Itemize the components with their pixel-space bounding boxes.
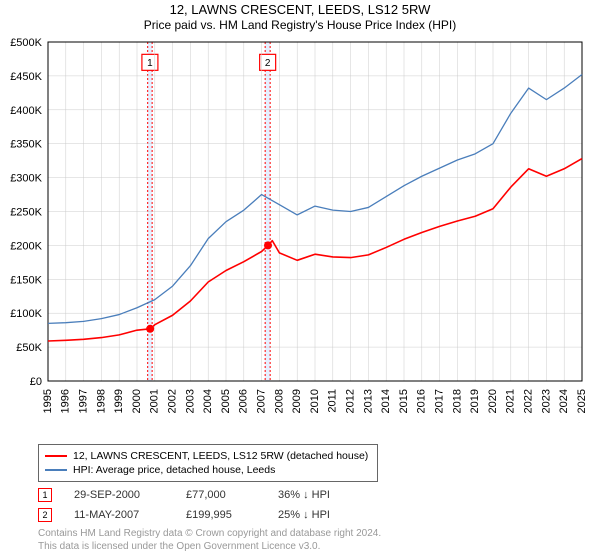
svg-text:1: 1 xyxy=(147,58,153,69)
svg-text:2010: 2010 xyxy=(309,389,321,413)
svg-text:1999: 1999 xyxy=(113,389,125,413)
svg-text:1998: 1998 xyxy=(95,389,107,413)
svg-text:2011: 2011 xyxy=(327,389,339,413)
svg-text:2000: 2000 xyxy=(131,389,143,413)
svg-text:2018: 2018 xyxy=(451,389,463,413)
legend-label: 12, LAWNS CRESCENT, LEEDS, LS12 5RW (det… xyxy=(73,450,368,462)
svg-text:1995: 1995 xyxy=(42,389,54,413)
svg-text:2023: 2023 xyxy=(540,389,552,413)
svg-text:2001: 2001 xyxy=(149,389,161,413)
svg-text:2014: 2014 xyxy=(380,389,392,413)
sale-date: 29-SEP-2000 xyxy=(74,489,164,501)
legend-item: 12, LAWNS CRESCENT, LEEDS, LS12 5RW (det… xyxy=(45,449,371,463)
legend-swatch xyxy=(45,469,67,471)
sale-price: £199,995 xyxy=(186,509,256,521)
svg-text:2022: 2022 xyxy=(523,389,535,413)
svg-text:£0: £0 xyxy=(30,376,42,388)
line-chart: 1 2 £0 £50K £100K £150K £200K £250K £300K £350K £4… xyxy=(0,36,600,441)
credit-text: Contains HM Land Registry data © Crown c… xyxy=(38,528,578,553)
chart-area: 1 2 £0 £50K £100K £150K £200K £250K £300K £350K £4… xyxy=(0,36,600,441)
sale-row: 2 11-MAY-2007 £199,995 25% ↓ HPI xyxy=(38,506,368,524)
sale-date: 11-MAY-2007 xyxy=(74,509,164,521)
svg-text:2: 2 xyxy=(265,58,271,69)
svg-text:2002: 2002 xyxy=(167,389,179,413)
svg-text:£150K: £150K xyxy=(10,274,42,286)
svg-text:2021: 2021 xyxy=(505,389,517,413)
page-subtitle: Price paid vs. HM Land Registry's House … xyxy=(0,17,600,36)
legend-swatch xyxy=(45,455,67,457)
svg-text:2003: 2003 xyxy=(184,389,196,413)
svg-text:2016: 2016 xyxy=(416,389,428,413)
svg-text:£500K: £500K xyxy=(10,37,42,49)
svg-text:£350K: £350K xyxy=(10,139,42,151)
sale-marker: 1 xyxy=(38,488,52,502)
svg-text:2009: 2009 xyxy=(291,389,303,413)
svg-text:2013: 2013 xyxy=(362,389,374,413)
svg-text:2004: 2004 xyxy=(202,389,214,413)
svg-text:2017: 2017 xyxy=(434,389,446,413)
svg-text:£100K: £100K xyxy=(10,308,42,320)
svg-text:2007: 2007 xyxy=(256,389,268,413)
legend: 12, LAWNS CRESCENT, LEEDS, LS12 5RW (det… xyxy=(38,444,378,482)
svg-text:2008: 2008 xyxy=(273,389,285,413)
legend-label: HPI: Average price, detached house, Leed… xyxy=(73,464,275,476)
svg-text:1997: 1997 xyxy=(78,389,90,413)
sale-hpi: 25% ↓ HPI xyxy=(278,509,368,521)
svg-text:2020: 2020 xyxy=(487,389,499,413)
sale-price: £77,000 xyxy=(186,489,256,501)
svg-text:2025: 2025 xyxy=(576,389,588,413)
svg-text:2005: 2005 xyxy=(220,389,232,413)
credit-line1: Contains HM Land Registry data © Crown c… xyxy=(38,528,578,541)
svg-text:2015: 2015 xyxy=(398,389,410,413)
svg-text:2024: 2024 xyxy=(558,389,570,413)
sales-table: 1 29-SEP-2000 £77,000 36% ↓ HPI 2 11-MAY-2007… xyxy=(38,486,368,526)
svg-text:£50K: £50K xyxy=(16,342,42,354)
svg-text:2012: 2012 xyxy=(345,389,357,413)
svg-text:2006: 2006 xyxy=(238,389,250,413)
legend-item: HPI: Average price, detached house, Leed… xyxy=(45,463,371,477)
svg-text:1996: 1996 xyxy=(60,389,72,413)
sale-row: 1 29-SEP-2000 £77,000 36% ↓ HPI xyxy=(38,486,368,504)
sale-marker: 2 xyxy=(38,508,52,522)
svg-text:£450K: £450K xyxy=(10,71,42,83)
svg-text:2019: 2019 xyxy=(469,389,481,413)
svg-text:£250K: £250K xyxy=(10,207,42,219)
credit-line2: This data is licensed under the Open Gov… xyxy=(38,541,578,554)
svg-text:£300K: £300K xyxy=(10,173,42,185)
sale-hpi: 36% ↓ HPI xyxy=(278,489,368,501)
svg-text:£400K: £400K xyxy=(10,105,42,117)
svg-text:£200K: £200K xyxy=(10,240,42,252)
page-title: 12, LAWNS CRESCENT, LEEDS, LS12 5RW xyxy=(0,0,600,17)
